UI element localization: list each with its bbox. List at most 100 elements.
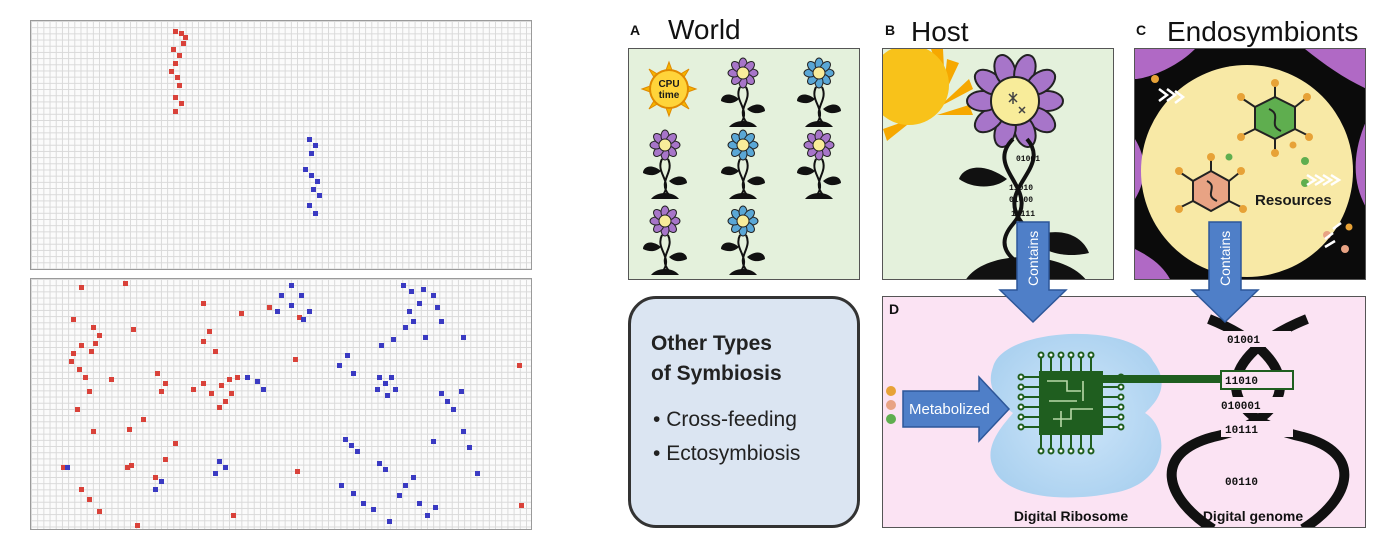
- blue-cell: [383, 467, 388, 472]
- red-cell: [93, 341, 98, 346]
- blue-cell: [317, 193, 322, 198]
- red-cell: [183, 35, 188, 40]
- blue-cell: [217, 459, 222, 464]
- red-cell: [223, 399, 228, 404]
- red-cell: [173, 61, 178, 66]
- blue-cell: [213, 471, 218, 476]
- red-cell: [171, 47, 176, 52]
- red-cell: [79, 285, 84, 290]
- other-symbiosis-title: Other Types of Symbiosis: [651, 329, 851, 389]
- red-cell: [79, 487, 84, 492]
- other-symbiosis-list: • Cross-feeding • Ectosymbiosis: [653, 403, 800, 471]
- blue-cell: [255, 379, 260, 384]
- blue-cell: [355, 449, 360, 454]
- world-panel: CPU time: [628, 48, 860, 280]
- red-cell: [163, 381, 168, 386]
- list-item: • Cross-feeding: [653, 408, 797, 431]
- red-cell: [71, 351, 76, 356]
- virus-icon: [1008, 92, 1026, 114]
- red-cell: [519, 503, 524, 508]
- red-cell: [217, 405, 222, 410]
- blue-cell: [375, 387, 380, 392]
- red-cell: [219, 383, 224, 388]
- panel-a-title: World: [668, 14, 741, 45]
- red-cell: [75, 407, 80, 412]
- blue-cell: [461, 429, 466, 434]
- blue-cell: [289, 303, 294, 308]
- digital-ribosome-label: Digital Ribosome: [1014, 508, 1129, 524]
- blue-cell: [371, 507, 376, 512]
- genome-bits-0: 01001: [1227, 335, 1260, 347]
- blue-cell: [351, 371, 356, 376]
- other-title-line2: of Symbiosis: [651, 362, 782, 385]
- blue-cell: [407, 309, 412, 314]
- flower-icon: [721, 57, 765, 127]
- genome-bits-1: 11010: [1225, 376, 1258, 388]
- blue-cell: [279, 293, 284, 298]
- cpu-label-line2: time: [659, 90, 680, 101]
- blue-cell: [385, 393, 390, 398]
- red-cell: [231, 513, 236, 518]
- red-cell: [239, 311, 244, 316]
- red-cell: [201, 301, 206, 306]
- red-cell: [127, 427, 132, 432]
- flower-icon: [643, 129, 687, 199]
- blue-cell: [433, 505, 438, 510]
- host-panel: 01001 11010 01000 10111: [882, 48, 1114, 280]
- flower-icon: [643, 205, 687, 275]
- red-cell: [169, 69, 174, 74]
- red-cell: [77, 367, 82, 372]
- blue-cell: [351, 491, 356, 496]
- red-cell: [517, 363, 522, 368]
- red-cell: [79, 343, 84, 348]
- digital-genome-label: Digital genome: [1203, 508, 1304, 524]
- other-title-line1: Other Types: [651, 332, 772, 355]
- blue-cell: [343, 437, 348, 442]
- list-item: • Ectosymbiosis: [653, 442, 801, 465]
- red-cell: [207, 329, 212, 334]
- microchip-icon: [1017, 351, 1125, 455]
- blue-cell: [65, 465, 70, 470]
- blue-cell: [361, 501, 366, 506]
- flower-organisms: [643, 57, 841, 275]
- red-cell: [153, 475, 158, 480]
- blue-cell: [423, 335, 428, 340]
- world-illustration: CPU time: [640, 57, 841, 275]
- red-cell: [89, 349, 94, 354]
- host-illustration: 01001 11010 01000 10111: [883, 49, 1089, 279]
- grid-top-cells: [169, 29, 322, 216]
- blue-cell: [315, 179, 320, 184]
- blue-cell: [389, 375, 394, 380]
- blue-cell: [309, 151, 314, 156]
- blue-cell: [313, 211, 318, 216]
- host-bits-1: 11010: [1009, 184, 1033, 193]
- metabolized-arrow: Metabolized: [902, 375, 1011, 443]
- red-cell: [159, 389, 164, 394]
- blue-cell: [383, 381, 388, 386]
- red-cell: [155, 371, 160, 376]
- red-cell: [91, 325, 96, 330]
- panel-c-letter: C: [1136, 22, 1147, 38]
- panel-d-letter: D: [889, 301, 900, 317]
- blue-cell: [337, 363, 342, 368]
- list-item-ectosymbiosis: Ectosymbiosis: [666, 442, 801, 465]
- blue-cell: [377, 461, 382, 466]
- metabolized-label: Metabolized: [909, 401, 990, 418]
- endosymbionts-panel: Resources: [1134, 48, 1366, 280]
- host-bits-3: 10111: [1011, 210, 1035, 219]
- blue-cell: [301, 317, 306, 322]
- red-cell: [201, 381, 206, 386]
- blue-cell: [411, 475, 416, 480]
- blue-cell: [313, 143, 318, 148]
- sun-icon: CPU time: [640, 60, 698, 118]
- panel-a-letter: A: [630, 22, 641, 38]
- blue-cell: [379, 343, 384, 348]
- blue-cell: [445, 399, 450, 404]
- red-cell: [235, 375, 240, 380]
- red-cell: [91, 429, 96, 434]
- genome-bits-2: 010001: [1221, 401, 1261, 413]
- red-cell: [83, 375, 88, 380]
- sun-icon: [883, 49, 973, 141]
- blue-cell: [391, 337, 396, 342]
- endosymbionts-illustration: Resources: [1135, 49, 1365, 279]
